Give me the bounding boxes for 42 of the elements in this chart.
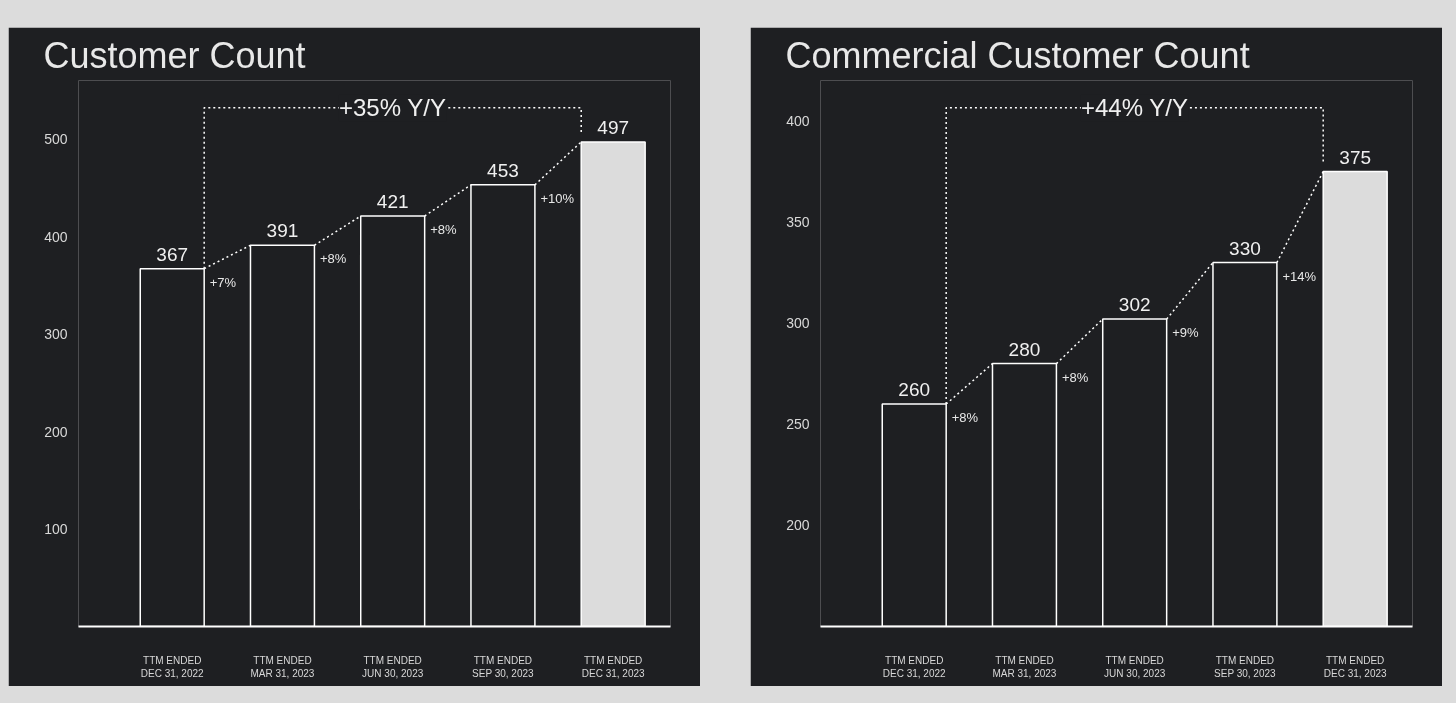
y-tick-label: 200 — [786, 517, 810, 534]
x-tick-label: TTM ENDED SEP 30, 2023 — [472, 654, 535, 679]
annotation: +44% Y/Y — [1080, 94, 1188, 122]
x-tick-label: TTM ENDED DEC 31, 2023 — [1323, 654, 1388, 679]
data-label: 280 — [1008, 338, 1041, 360]
x-tick-label: TTM ENDED SEP 30, 2023 — [1214, 654, 1277, 679]
annotation: +7% — [209, 274, 237, 290]
chart-title: Commercial Customer Count — [785, 34, 1250, 76]
data-label: 260 — [898, 379, 931, 401]
data-label: 330 — [1229, 237, 1261, 259]
data-label: 367 — [156, 243, 189, 265]
y-tick-label: 400 — [44, 228, 68, 245]
x-tick-label: TTM ENDED MAR 31, 2023 — [992, 654, 1057, 679]
x-tick-label: TTM ENDED MAR 31, 2023 — [250, 654, 315, 679]
y-tick-label: 500 — [44, 131, 68, 147]
x-tick-label: TTM ENDED JUN 30, 2023 — [362, 654, 424, 679]
y-tick-label: 300 — [44, 326, 68, 342]
data-label: 391 — [266, 220, 299, 242]
y-tick-label: 200 — [44, 423, 68, 440]
annotation: +14% — [1282, 268, 1317, 284]
annotation: +8% — [430, 222, 457, 238]
y-tick-label: 250 — [786, 416, 810, 433]
data-label: 453 — [487, 159, 519, 181]
annotation: +8% — [951, 410, 979, 426]
data-label: 375 — [1339, 146, 1372, 168]
x-tick-label: TTM ENDED DEC 31, 2022 — [882, 654, 947, 679]
annotation: +9% — [1172, 325, 1199, 341]
data-label: 421 — [376, 191, 409, 213]
annotation: +8% — [1061, 369, 1089, 385]
annotation: +8% — [319, 251, 347, 267]
annotation: +10% — [540, 190, 575, 206]
y-tick-label: 300 — [786, 315, 810, 332]
y-tick-label: 100 — [44, 521, 68, 537]
y-tick-label: 400 — [786, 112, 810, 129]
data-label: 302 — [1118, 294, 1151, 316]
data-label: 497 — [597, 116, 630, 138]
y-tick-label: 350 — [786, 214, 810, 231]
x-tick-label: TTM ENDED DEC 31, 2023 — [581, 654, 646, 679]
x-tick-label: TTM ENDED DEC 31, 2022 — [140, 654, 205, 679]
x-tick-label: TTM ENDED JUN 30, 2023 — [1104, 654, 1166, 679]
annotation: +35% Y/Y — [338, 94, 446, 122]
chart-title: Customer Count — [43, 34, 306, 76]
